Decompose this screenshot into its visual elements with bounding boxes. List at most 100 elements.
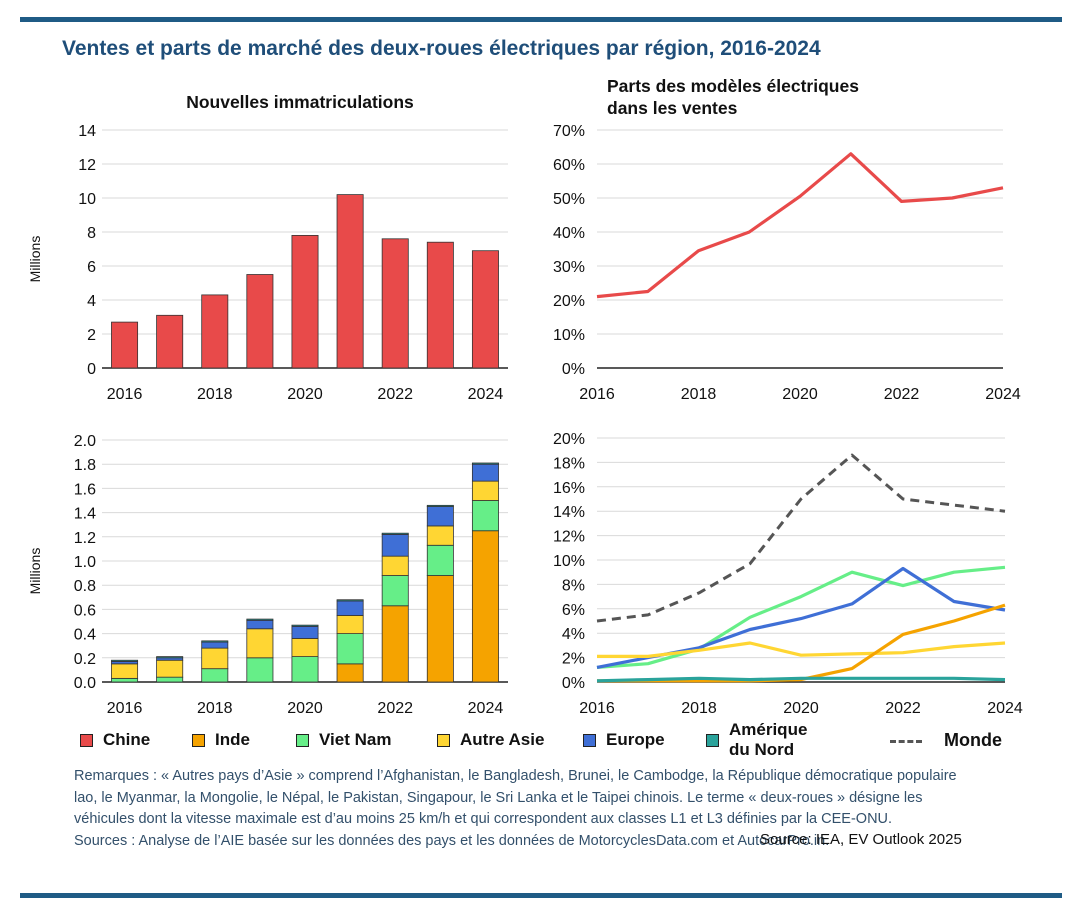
tr-x-tick-label: 2018 — [681, 386, 717, 403]
bl-y-tick-label: 2.0 — [74, 433, 96, 450]
bl-bar-inde-2024 — [471, 530, 499, 683]
bl-y-tick-label: 0.2 — [74, 651, 96, 668]
br-line-inde — [597, 603, 1006, 683]
tl-y-tick-label: 2 — [87, 327, 96, 344]
bl-bar-inde-2022 — [381, 605, 409, 683]
bl-bar-amerique-du-nord-2023 — [426, 504, 454, 507]
charts-canvas: 0 2 4 6 8 10 12 14 Nouvelles immatriculations Mil… — [27, 76, 1023, 717]
br-y-tick-label: 4% — [562, 626, 585, 643]
tl-x-tick-label: 2022 — [377, 386, 413, 403]
bl-bar-europe-2020 — [291, 625, 319, 639]
bl-bar-autre-asie-2020 — [291, 638, 319, 657]
tl-y-tick-label: 14 — [78, 123, 96, 140]
source-credit: Source: IEA, EV Outlook 2025 — [760, 831, 962, 848]
notes-sources: Sources : Analyse de l’AIE basée sur les… — [74, 832, 830, 849]
bl-bar-europe-2023 — [426, 506, 454, 527]
br-y-tick-label: 12% — [553, 529, 585, 546]
tl-y-tick-label: 8 — [87, 225, 96, 242]
bl-bar-viet-nam-2019 — [246, 657, 274, 683]
tr-y-tick-label: 60% — [553, 157, 585, 174]
br-y-tick-label: 16% — [553, 480, 585, 497]
bl-bar-autre-asie-2018 — [201, 647, 229, 670]
bl-x-tick-label: 2016 — [107, 700, 143, 717]
tl-x-tick-label: 2024 — [468, 386, 504, 403]
bottom-rule — [20, 893, 1062, 898]
bl-bar-viet-nam-2023 — [426, 544, 454, 576]
br-line-viet-nam — [596, 565, 1006, 669]
tr-y-tick-label: 50% — [553, 191, 585, 208]
bl-bar-autre-asie-2017 — [156, 659, 184, 678]
bl-y-tick-label: 1.2 — [74, 530, 96, 547]
legend-label-inde: Inde — [215, 730, 250, 749]
tr-y-tick-label: 10% — [553, 327, 585, 344]
tr-x-tick-label: 2024 — [985, 386, 1021, 403]
bl-y-tick-label: 0.0 — [74, 675, 96, 692]
tr-line-chine — [596, 152, 1004, 299]
tl-bar-chine-2023 — [426, 241, 454, 369]
br-y-tick-label: 18% — [553, 455, 585, 472]
bl-bar-autre-asie-2021 — [336, 615, 364, 635]
tr-y-tick-label: 0% — [562, 361, 585, 378]
bl-bar-europe-2019 — [246, 619, 274, 630]
tl-y-tick-label: 0 — [87, 361, 96, 378]
bl-bar-autre-asie-2019 — [246, 628, 274, 659]
tl-bar-chine-2016 — [111, 321, 139, 369]
bl-bar-amerique-du-nord-2024 — [471, 462, 499, 465]
tl-x-tick-label: 2016 — [107, 386, 143, 403]
tl-x-tick-label: 2018 — [197, 386, 233, 403]
legend-swatch-inde — [192, 734, 205, 747]
br-y-tick-label: 20% — [553, 431, 585, 448]
legend-item-autre-asie: Autre Asie — [437, 730, 544, 750]
bl-bar-amerique-du-nord-2020 — [291, 624, 319, 627]
tl-title: Nouvelles immatriculations — [186, 92, 414, 112]
tl-bar-chine-2020 — [291, 234, 319, 369]
tl-y-axis-label: Millions — [27, 236, 43, 283]
br-x-tick-label: 2024 — [987, 700, 1023, 717]
bl-bar-amerique-du-nord-2018 — [201, 640, 229, 643]
legend-item-amerique-nord: Amérique du Nord — [706, 720, 807, 760]
br-x-tick-label: 2022 — [885, 700, 921, 717]
tr-y-tick-label: 40% — [553, 225, 585, 242]
tr-x-tick-label: 2020 — [782, 386, 818, 403]
tl-bar-chine-2024 — [471, 250, 499, 369]
legend-swatch-autre-asie — [437, 734, 450, 747]
br-y-tick-label: 0% — [562, 675, 585, 692]
bl-bar-amerique-du-nord-2022 — [381, 532, 409, 535]
legend-dash-monde — [890, 740, 922, 743]
tl-bar-chine-2017 — [156, 314, 184, 369]
bl-bar-autre-asie-2024 — [471, 480, 499, 501]
legend-item-vietnam: Viet Nam — [296, 730, 391, 750]
br-y-tick-label: 6% — [562, 602, 585, 619]
legend-label-europe: Europe — [606, 730, 665, 749]
bl-bar-inde-2021 — [336, 663, 364, 683]
br-line-amerique-du-nord — [596, 676, 1006, 683]
br-line-monde — [596, 453, 1006, 623]
bl-y-tick-label: 1.4 — [74, 506, 96, 523]
br-line-europe — [596, 566, 1006, 669]
bl-bar-europe-2022 — [381, 533, 409, 557]
bl-bar-viet-nam-2020 — [291, 656, 319, 683]
bl-bar-europe-2018 — [201, 641, 229, 649]
top-rule — [20, 17, 1062, 22]
bl-bar-autre-asie-2022 — [381, 555, 409, 576]
bl-bar-viet-nam-2017 — [156, 676, 184, 683]
tr-y-tick-label: 70% — [553, 123, 585, 140]
bl-y-tick-label: 1.6 — [74, 481, 96, 498]
legend-label-vietnam: Viet Nam — [319, 730, 392, 749]
legend-swatch-europe — [583, 734, 596, 747]
tr-y-tick-label: 20% — [553, 293, 585, 310]
tr-title-line: dans les ventes — [607, 98, 738, 118]
bl-bar-viet-nam-2018 — [201, 668, 229, 683]
bl-bar-amerique-du-nord-2017 — [156, 656, 184, 659]
br-y-tick-label: 8% — [562, 577, 585, 594]
bl-y-tick-label: 1.8 — [74, 457, 96, 474]
legend-label-chine: Chine — [103, 730, 151, 749]
legend-swatch-amerique-nord — [706, 734, 719, 747]
bl-bar-viet-nam-2021 — [336, 633, 364, 665]
bl-bar-viet-nam-2022 — [381, 575, 409, 607]
bl-x-tick-label: 2020 — [287, 700, 323, 717]
bl-bar-amerique-du-nord-2016 — [111, 659, 139, 662]
bl-bar-amerique-du-nord-2019 — [246, 618, 274, 621]
legend-label-amerique-line1: Amérique — [729, 720, 808, 739]
tr-y-tick-label: 30% — [553, 259, 585, 276]
